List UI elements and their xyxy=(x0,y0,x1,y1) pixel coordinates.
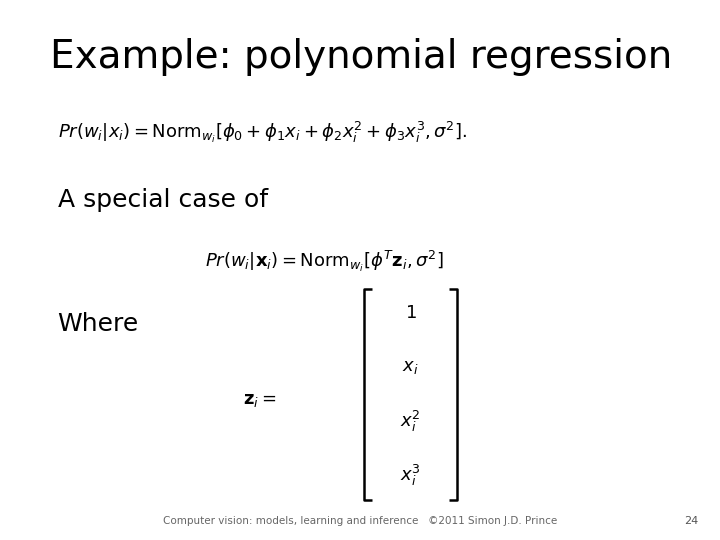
Text: 24: 24 xyxy=(684,516,698,526)
Text: $x_i^2$: $x_i^2$ xyxy=(400,409,420,434)
Text: Where: Where xyxy=(58,312,139,336)
Text: $\mathbf{z}_i = $: $\mathbf{z}_i = $ xyxy=(243,390,276,409)
Text: Computer vision: models, learning and inference   ©2011 Simon J.D. Prince: Computer vision: models, learning and in… xyxy=(163,516,557,526)
Text: $x_i^3$: $x_i^3$ xyxy=(400,463,421,488)
Text: Example: polynomial regression: Example: polynomial regression xyxy=(50,38,672,76)
Text: $1$: $1$ xyxy=(405,304,416,322)
Text: A special case of: A special case of xyxy=(58,188,268,212)
Text: $x_i$: $x_i$ xyxy=(402,358,419,376)
Text: $Pr(w_i|x_i) = \mathrm{Norm}_{w_i}[\phi_0 + \phi_1 x_i + \phi_2 x_i^2 + \phi_3 x: $Pr(w_i|x_i) = \mathrm{Norm}_{w_i}[\phi_… xyxy=(58,120,467,145)
Text: $Pr(w_i|\mathbf{x}_i) = \mathrm{Norm}_{w_i}[\phi^T \mathbf{z}_i, \sigma^2]$: $Pr(w_i|\mathbf{x}_i) = \mathrm{Norm}_{w… xyxy=(204,249,444,274)
